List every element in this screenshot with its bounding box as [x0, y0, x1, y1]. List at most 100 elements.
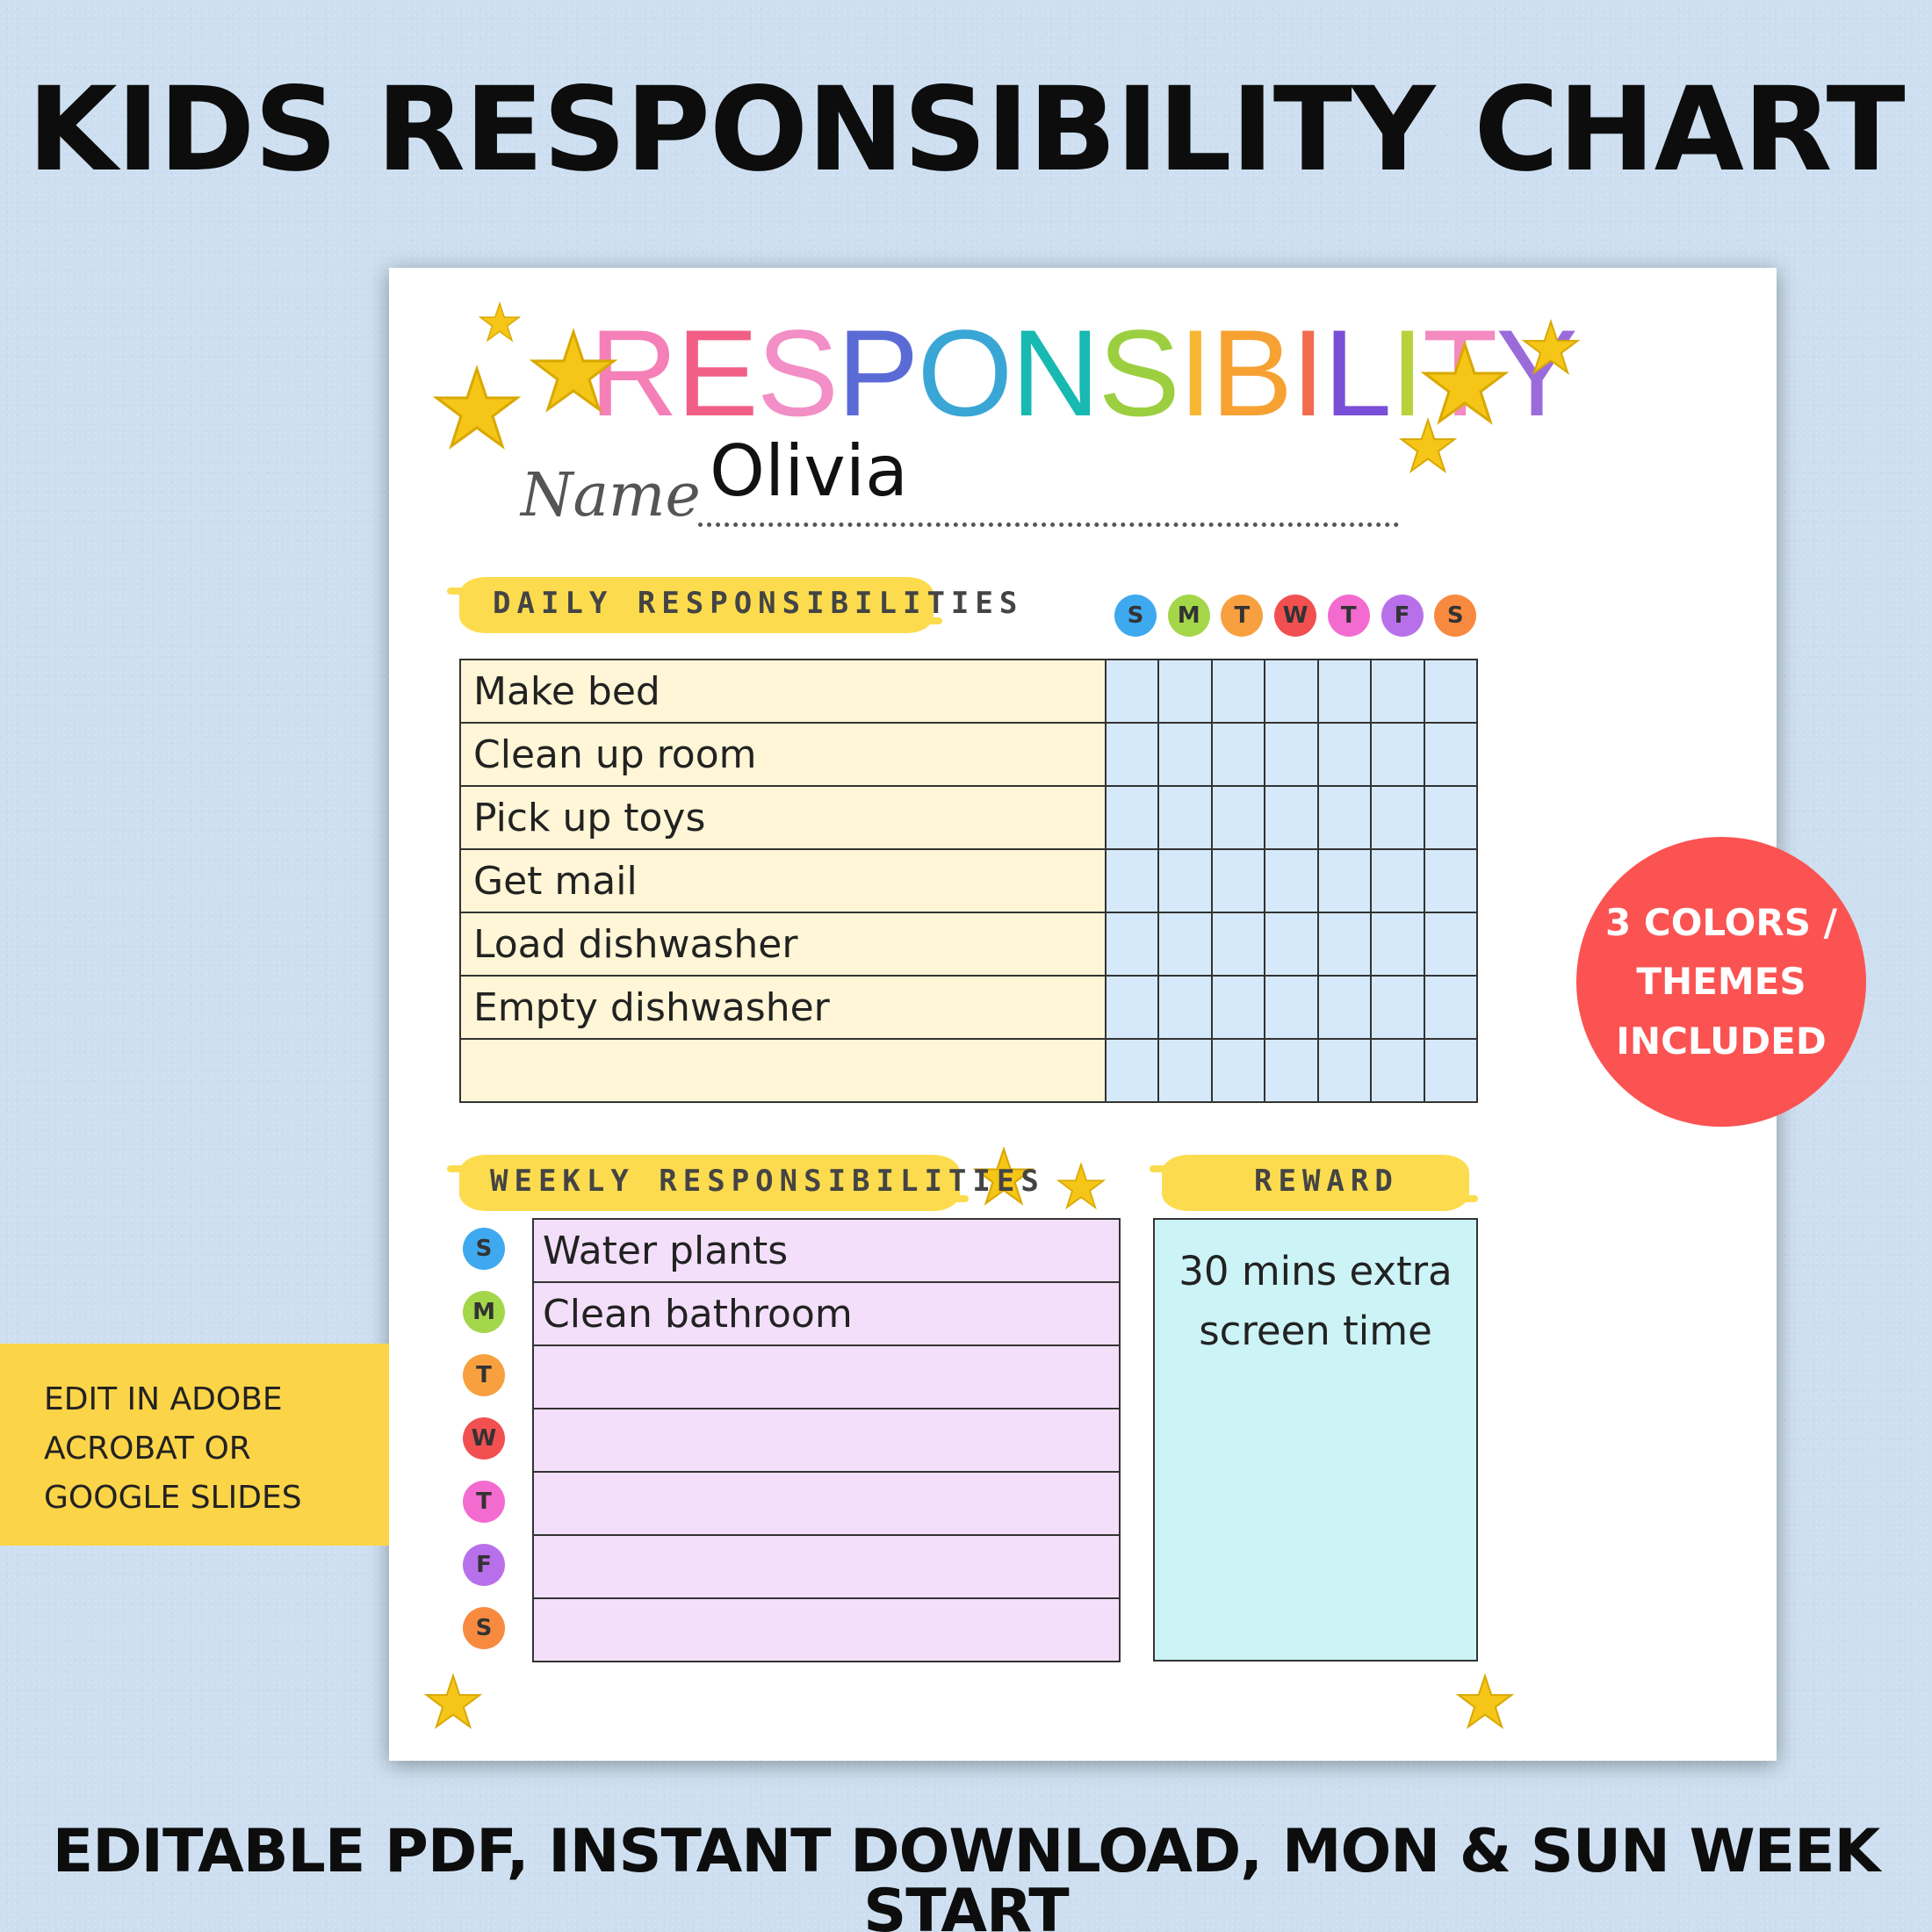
check-box[interactable]	[1210, 1038, 1266, 1103]
reward-box[interactable]: 30 mins extra screen time	[1153, 1218, 1478, 1662]
daily-task-cell[interactable]: Pick up toys	[459, 785, 1107, 850]
check-box[interactable]	[1264, 785, 1319, 850]
check-box[interactable]	[1157, 722, 1213, 787]
table-row: Clean bathroom	[532, 1281, 1121, 1346]
check-box[interactable]	[1423, 975, 1479, 1040]
weekly-task-cell[interactable]	[532, 1534, 1121, 1599]
check-box[interactable]	[1316, 848, 1373, 913]
check-box[interactable]	[1423, 785, 1479, 850]
check-box[interactable]	[1370, 912, 1425, 977]
check-box[interactable]	[1104, 1038, 1160, 1103]
check-box[interactable]	[1316, 1038, 1373, 1103]
title-letter: E	[676, 304, 758, 442]
check-box[interactable]	[1423, 912, 1479, 977]
table-row: Empty dishwasher	[459, 975, 1479, 1040]
themes-badge: 3 COLORS / THEMES INCLUDED	[1576, 837, 1866, 1127]
day-circle-icon: S	[463, 1607, 505, 1649]
check-box[interactable]	[1264, 912, 1319, 977]
table-row: Pick up toys	[459, 785, 1479, 850]
check-box[interactable]	[1264, 848, 1319, 913]
day-circle-icon: M	[1167, 595, 1210, 637]
table-row	[532, 1408, 1121, 1473]
weekly-task-cell[interactable]	[532, 1344, 1121, 1409]
title-letter: B	[1210, 304, 1293, 442]
check-box[interactable]	[1370, 975, 1425, 1040]
check-box[interactable]	[1157, 848, 1213, 913]
check-box[interactable]	[1157, 975, 1213, 1040]
table-row	[532, 1534, 1121, 1599]
check-box[interactable]	[1210, 659, 1266, 724]
check-box[interactable]	[1316, 912, 1373, 977]
day-circle-icon: T	[463, 1481, 505, 1523]
check-box[interactable]	[1316, 659, 1373, 724]
check-box[interactable]	[1104, 785, 1160, 850]
check-box[interactable]	[1264, 659, 1319, 724]
main-title: KIDS RESPONSIBILITY CHART	[27, 62, 1905, 198]
star-icon	[1056, 1162, 1106, 1210]
daily-task-cell[interactable]: Empty dishwasher	[459, 975, 1107, 1040]
table-row	[532, 1597, 1121, 1662]
weekly-task-cell[interactable]	[532, 1471, 1121, 1536]
daily-task-cell[interactable]: Get mail	[459, 848, 1107, 913]
star-icon	[433, 364, 521, 450]
table-row	[532, 1471, 1121, 1536]
check-box[interactable]	[1264, 975, 1319, 1040]
check-box[interactable]	[1157, 785, 1213, 850]
title-letter: I	[1389, 304, 1424, 442]
title-letter: R	[589, 304, 678, 442]
day-circle-icon: S	[463, 1228, 505, 1270]
check-box[interactable]	[1210, 975, 1266, 1040]
check-box[interactable]	[1423, 659, 1479, 724]
table-row: Water plants	[532, 1218, 1121, 1283]
check-box[interactable]	[1157, 659, 1213, 724]
reward-header-brush	[1150, 1155, 1478, 1211]
check-box[interactable]	[1210, 785, 1266, 850]
check-box[interactable]	[1370, 722, 1425, 787]
check-box[interactable]	[1104, 912, 1160, 977]
day-circle-icon: M	[463, 1291, 505, 1333]
check-box[interactable]	[1210, 848, 1266, 913]
weekly-task-cell[interactable]	[532, 1597, 1121, 1662]
daily-table: Make bed Clean up room Pick up toys Get mai…	[459, 659, 1479, 1103]
check-box[interactable]	[1370, 1038, 1425, 1103]
day-circle-icon: W	[1274, 595, 1317, 637]
check-box[interactable]	[1104, 659, 1160, 724]
weekly-header: WEEKLY RESPONSIBILITIES	[490, 1164, 1045, 1199]
star-icon	[1421, 340, 1509, 425]
table-row: Clean up room	[459, 722, 1479, 787]
check-box[interactable]	[1316, 722, 1373, 787]
check-box[interactable]	[1210, 722, 1266, 787]
table-row	[459, 1038, 1479, 1103]
check-box[interactable]	[1423, 848, 1479, 913]
check-box[interactable]	[1210, 912, 1266, 977]
check-box[interactable]	[1370, 785, 1425, 850]
check-box[interactable]	[1157, 1038, 1213, 1103]
check-box[interactable]	[1104, 848, 1160, 913]
day-circle-icon: F	[1381, 595, 1424, 637]
check-box[interactable]	[1316, 785, 1373, 850]
check-box[interactable]	[1423, 722, 1479, 787]
day-circle-icon: F	[463, 1544, 505, 1586]
star-icon	[530, 328, 617, 413]
day-circle-icon: T	[1221, 595, 1264, 637]
weekly-task-cell[interactable]: Water plants	[532, 1218, 1121, 1283]
check-box[interactable]	[1316, 975, 1373, 1040]
weekly-header-brush	[447, 1155, 969, 1211]
check-box[interactable]	[1264, 1038, 1319, 1103]
daily-task-cell[interactable]: Load dishwasher	[459, 912, 1107, 977]
check-box[interactable]	[1104, 722, 1160, 787]
daily-task-cell[interactable]: Make bed	[459, 659, 1107, 724]
check-box[interactable]	[1423, 1038, 1479, 1103]
name-underline	[698, 523, 1399, 527]
daily-task-cell[interactable]	[459, 1038, 1107, 1103]
check-box[interactable]	[1157, 912, 1213, 977]
check-box[interactable]	[1370, 659, 1425, 724]
daily-task-cell[interactable]: Clean up room	[459, 722, 1107, 787]
name-field[interactable]: Olivia	[710, 430, 909, 512]
day-circle-icon: T	[463, 1354, 505, 1396]
check-box[interactable]	[1104, 975, 1160, 1040]
weekly-task-cell[interactable]	[532, 1408, 1121, 1473]
weekly-task-cell[interactable]: Clean bathroom	[532, 1281, 1121, 1346]
check-box[interactable]	[1370, 848, 1425, 913]
check-box[interactable]	[1264, 722, 1319, 787]
